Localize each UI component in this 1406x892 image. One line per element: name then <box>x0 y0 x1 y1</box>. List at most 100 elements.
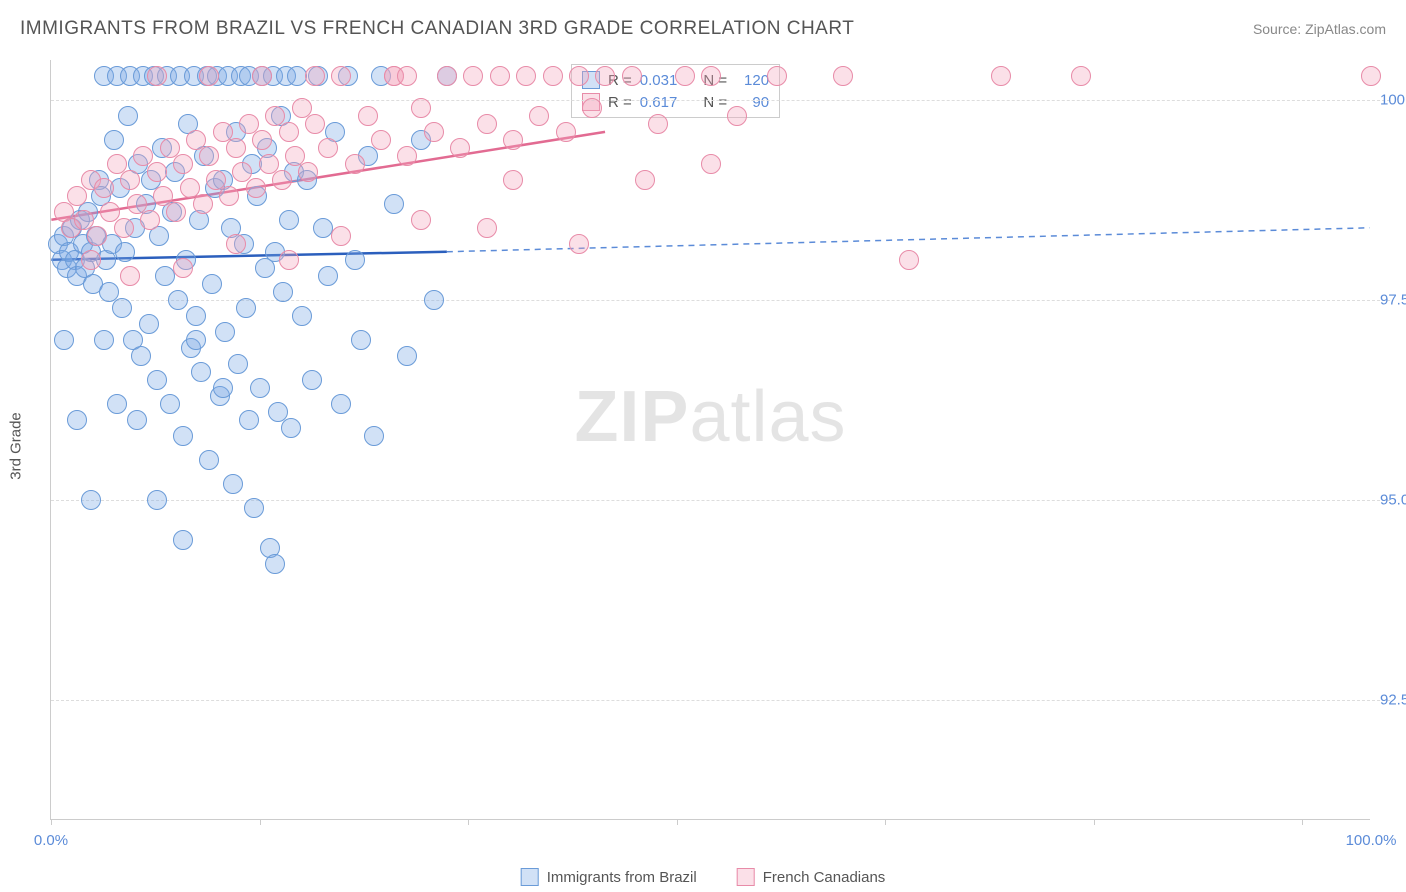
data-point-brazil <box>118 106 138 126</box>
legend-r-value: 0.031 <box>640 72 678 89</box>
data-point-brazil <box>112 298 132 318</box>
data-point-french <box>318 138 338 158</box>
legend-n-label: N = <box>703 94 727 111</box>
data-point-french <box>305 66 325 86</box>
legend-r-value: 0.617 <box>640 94 678 111</box>
data-point-brazil <box>168 290 188 310</box>
data-point-brazil <box>139 314 159 334</box>
data-point-brazil <box>281 418 301 438</box>
data-point-french <box>87 226 107 246</box>
data-point-brazil <box>173 530 193 550</box>
data-point-french <box>94 178 114 198</box>
data-point-french <box>345 154 365 174</box>
data-point-brazil <box>173 426 193 446</box>
data-point-french <box>503 130 523 150</box>
data-point-french <box>298 162 318 182</box>
data-point-brazil <box>223 474 243 494</box>
gridline <box>51 100 1390 101</box>
data-point-french <box>371 130 391 150</box>
data-point-brazil <box>239 410 259 430</box>
data-point-french <box>463 66 483 86</box>
data-point-french <box>595 66 615 86</box>
series-legend: Immigrants from Brazil French Canadians <box>521 868 886 886</box>
data-point-brazil <box>67 410 87 430</box>
data-point-french <box>173 154 193 174</box>
y-tick-label: 100.0% <box>1380 92 1406 109</box>
x-tick <box>1302 819 1303 825</box>
data-point-french <box>81 250 101 270</box>
data-point-french <box>411 98 431 118</box>
y-tick-label: 95.0% <box>1380 492 1406 509</box>
data-point-french <box>648 114 668 134</box>
data-point-brazil <box>318 266 338 286</box>
data-point-brazil <box>131 346 151 366</box>
data-point-french <box>899 250 919 270</box>
data-point-french <box>543 66 563 86</box>
data-point-french <box>767 66 787 86</box>
data-point-french <box>331 226 351 246</box>
data-point-french <box>490 66 510 86</box>
data-point-brazil <box>160 394 180 414</box>
data-point-french <box>1071 66 1091 86</box>
data-point-french <box>272 170 292 190</box>
data-point-french <box>503 170 523 190</box>
bottom-legend-item-french: French Canadians <box>737 868 886 886</box>
data-point-brazil <box>107 394 127 414</box>
data-point-french <box>193 194 213 214</box>
data-point-brazil <box>81 490 101 510</box>
legend-n-value: 120 <box>735 72 769 89</box>
x-tick <box>885 819 886 825</box>
watermark: ZIPatlas <box>574 376 846 458</box>
data-point-brazil <box>351 330 371 350</box>
data-point-french <box>582 98 602 118</box>
data-point-brazil <box>265 554 285 574</box>
data-point-brazil <box>313 218 333 238</box>
data-point-brazil <box>279 210 299 230</box>
data-point-french <box>701 154 721 174</box>
data-point-brazil <box>384 194 404 214</box>
data-point-french <box>252 130 272 150</box>
data-point-brazil <box>331 394 351 414</box>
data-point-brazil <box>147 490 167 510</box>
data-point-french <box>147 66 167 86</box>
data-point-french <box>437 66 457 86</box>
data-point-french <box>219 186 239 206</box>
x-tick <box>260 819 261 825</box>
data-point-french <box>529 106 549 126</box>
data-point-french <box>833 66 853 86</box>
data-point-french <box>675 66 695 86</box>
title-bar: IMMIGRANTS FROM BRAZIL VS FRENCH CANADIA… <box>20 18 1386 40</box>
data-point-brazil <box>213 378 233 398</box>
data-point-brazil <box>155 266 175 286</box>
data-point-french <box>279 250 299 270</box>
data-point-french <box>477 218 497 238</box>
data-point-french <box>226 234 246 254</box>
data-point-french <box>140 210 160 230</box>
data-point-french <box>397 66 417 86</box>
data-point-brazil <box>287 66 307 86</box>
data-point-french <box>727 106 747 126</box>
source-label: Source: ZipAtlas.com <box>1253 21 1386 37</box>
data-point-french <box>358 106 378 126</box>
x-tick <box>51 819 52 825</box>
gridline <box>51 700 1390 701</box>
x-tick <box>677 819 678 825</box>
data-point-french <box>199 66 219 86</box>
data-point-french <box>569 66 589 86</box>
data-point-french <box>226 138 246 158</box>
data-point-french <box>67 186 87 206</box>
legend-swatch <box>521 868 539 886</box>
y-tick-label: 92.5% <box>1380 692 1406 709</box>
plot-area: ZIPatlas R =0.031N =120R =0.617N =90 92.… <box>50 60 1370 820</box>
data-point-brazil <box>345 250 365 270</box>
chart-title: IMMIGRANTS FROM BRAZIL VS FRENCH CANADIA… <box>20 18 854 40</box>
data-point-french <box>252 66 272 86</box>
data-point-french <box>120 170 140 190</box>
data-point-brazil <box>292 306 312 326</box>
data-point-brazil <box>191 362 211 382</box>
data-point-french <box>991 66 1011 86</box>
data-point-brazil <box>186 306 206 326</box>
data-point-brazil <box>215 322 235 342</box>
series-label: Immigrants from Brazil <box>547 869 697 886</box>
legend-swatch <box>737 868 755 886</box>
